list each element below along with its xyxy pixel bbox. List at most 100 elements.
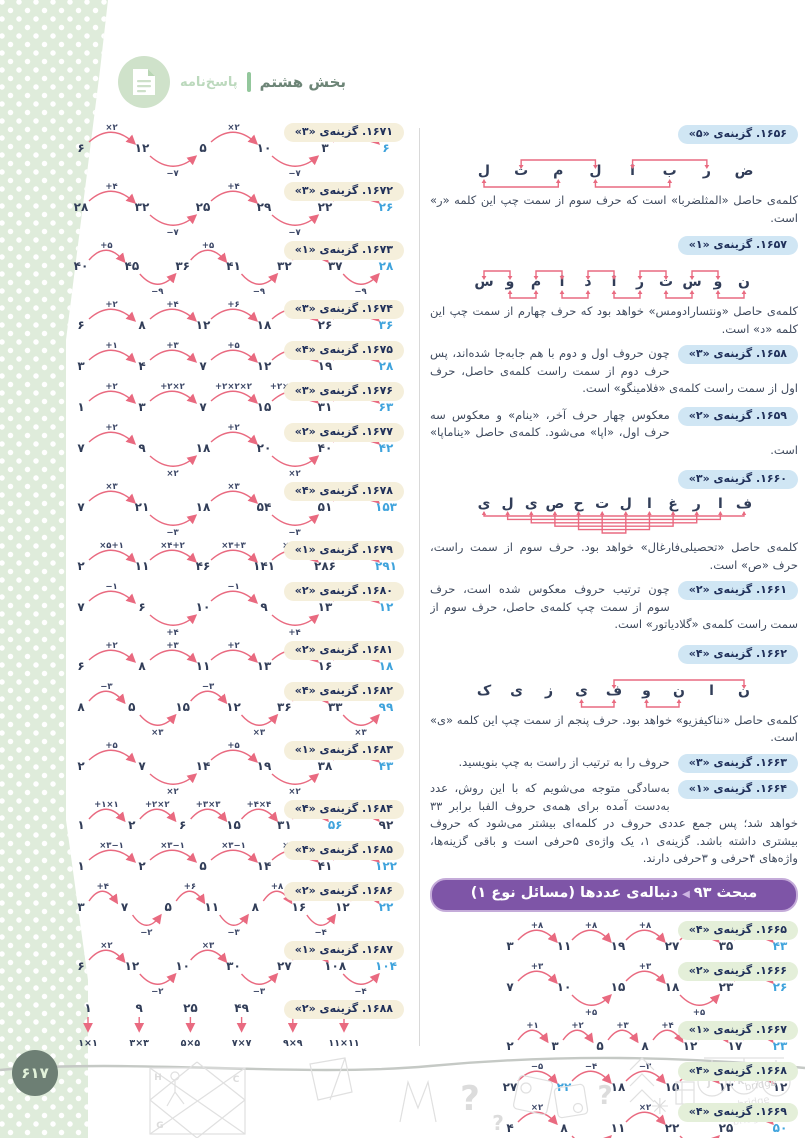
svg-text:+۳: +۳ xyxy=(616,1021,629,1031)
svg-text:۲۶: ۲۶ xyxy=(318,318,333,332)
svg-text:+۵: +۵ xyxy=(227,741,239,751)
svg-text:و: و xyxy=(713,274,723,290)
svg-text:×۲: ×۲ xyxy=(288,787,301,796)
svg-text:ر: ر xyxy=(635,274,644,290)
svg-text:+۳: +۳ xyxy=(166,641,179,651)
svg-text:۳: ۳ xyxy=(551,1039,559,1053)
svg-text:و: و xyxy=(641,683,651,699)
svg-text:۴: ۴ xyxy=(138,359,145,373)
svg-text:×۳: ×۳ xyxy=(354,728,367,737)
svg-text:×۴+۲: ×۴+۲ xyxy=(160,541,185,551)
svg-text:۱۱: ۱۱ xyxy=(611,1121,626,1135)
header-divider xyxy=(246,72,251,92)
svg-text:۱۶: ۱۶ xyxy=(292,900,307,914)
svg-text:ی: ی xyxy=(525,496,538,512)
answer-badge: ۱۶۷۶. گزینه‌ی «۳» xyxy=(283,382,404,401)
svg-text:۱۵: ۱۵ xyxy=(611,980,626,994)
svg-text:۳: ۳ xyxy=(77,359,85,373)
svg-text:۱۸: ۱۸ xyxy=(196,441,211,455)
svg-text:۹۲: ۹۲ xyxy=(379,818,394,832)
svg-text:۱۸: ۱۸ xyxy=(379,659,394,673)
answer-item: ۱۶۶۱. گزینه‌ی «۲» چون ترتیب حروف معکوس شد… xyxy=(430,580,798,640)
svg-text:۲۳: ۲۳ xyxy=(719,980,734,994)
svg-text:+۶: +۶ xyxy=(227,300,239,310)
svg-text:۶۳: ۶۳ xyxy=(379,400,394,414)
svg-text:۷×۷: ۷×۷ xyxy=(232,1038,252,1049)
answer-item: ۱۶۸۲. گزینه‌ی «۴»۸۵۱۵۱۲۳۶۳۳۹۹−۳×۳−۳×۳−۳×… xyxy=(56,681,404,737)
svg-text:+۸: +۸ xyxy=(271,882,284,892)
svg-text:ل: ل xyxy=(589,163,601,179)
svg-text:۵۴: ۵۴ xyxy=(257,500,272,514)
svg-text:۳۲: ۳۲ xyxy=(135,200,150,214)
svg-text:+۵: +۵ xyxy=(105,741,117,751)
svg-text:×۳: ×۳ xyxy=(151,728,164,737)
svg-text:×۲: ×۲ xyxy=(166,469,179,478)
svg-text:+۲: +۲ xyxy=(227,423,240,433)
svg-text:۲۱: ۲۱ xyxy=(135,500,150,514)
svg-text:م: م xyxy=(531,274,541,290)
svg-text:۱۲: ۱۲ xyxy=(773,1080,788,1094)
svg-text:۳×۳: ۳×۳ xyxy=(129,1038,149,1049)
svg-text:۱: ۱ xyxy=(84,1001,91,1015)
svg-text:−۹: −۹ xyxy=(253,287,266,296)
svg-text:۳: ۳ xyxy=(138,400,146,414)
svg-text:+۳: +۳ xyxy=(166,341,179,351)
svg-text:۲: ۲ xyxy=(77,759,85,773)
svg-text:۴۰: ۴۰ xyxy=(74,259,89,273)
svg-text:۶: ۶ xyxy=(77,659,84,673)
svg-text:۴۲: ۴۲ xyxy=(379,441,394,455)
svg-text:د: د xyxy=(584,274,591,290)
svg-text:۴۳: ۴۳ xyxy=(379,759,394,773)
answer-badge: ۱۶۶۴. گزینه‌ی «۱» xyxy=(677,780,798,799)
svg-text:۱۲: ۱۲ xyxy=(125,959,140,973)
answer-badge: ۱۶۵۶. گزینه‌ی «۵» xyxy=(677,125,798,144)
svg-text:−۲: −۲ xyxy=(140,928,153,937)
svg-text:۸: ۸ xyxy=(77,700,85,714)
svg-text:۵۶: ۵۶ xyxy=(328,818,343,832)
answer-text: ۱۶۶۴. گزینه‌ی «۱» به‌سادگی متوجه می‌شویم … xyxy=(430,780,798,865)
svg-text:۲۵: ۲۵ xyxy=(719,1121,734,1135)
svg-text:ت: ت xyxy=(659,274,673,290)
svg-text:−۴: −۴ xyxy=(585,1062,597,1072)
answer-text: کلمه‌ی حاصل «نناکیفزیو» خواهد بود. حرف پ… xyxy=(430,712,798,745)
svg-text:۱۵۳: ۱۵۳ xyxy=(375,500,398,514)
svg-text:ی: ی xyxy=(575,683,588,699)
svg-text:۸: ۸ xyxy=(560,1121,568,1135)
svg-text:۲۷: ۲۷ xyxy=(503,1080,518,1094)
svg-text:×۲: ×۲ xyxy=(531,1103,544,1113)
svg-text:ر: ر xyxy=(692,496,701,512)
svg-text:+۴: +۴ xyxy=(227,182,239,192)
svg-text:۲۳: ۲۳ xyxy=(773,1039,788,1053)
svg-text:+۲: +۲ xyxy=(571,1021,584,1031)
svg-text:۱۰: ۱۰ xyxy=(557,980,572,994)
svg-text:۲۲: ۲۲ xyxy=(318,200,333,214)
answer-badge: ۱۶۶۹. گزینه‌ی «۴» xyxy=(677,1102,798,1122)
svg-text:۲۷: ۲۷ xyxy=(277,959,292,973)
svg-text:−۳: −۳ xyxy=(202,682,215,692)
svg-text:۲۲: ۲۲ xyxy=(665,1121,680,1135)
svg-text:×۲: ×۲ xyxy=(639,1103,652,1113)
svg-text:۱۲: ۱۲ xyxy=(135,141,150,155)
answer-item: ۱۶۸۵. گزینه‌ی «۴»۱۲۵۱۴۴۱۱۲۲×۳−۱×۳−۱×۳−۱×… xyxy=(56,840,404,878)
svg-text:۹×۹: ۹×۹ xyxy=(283,1038,303,1049)
svg-text:×۲: ×۲ xyxy=(227,123,240,133)
answer-badge: ۱۶۷۹. گزینه‌ی «۱» xyxy=(283,541,404,560)
page-number: ۶۱۷ xyxy=(21,1064,49,1082)
svg-text:+۳: +۳ xyxy=(531,962,544,972)
svg-text:۲۸: ۲۸ xyxy=(379,259,394,273)
svg-text:۱۸: ۱۸ xyxy=(665,980,680,994)
svg-text:۴: ۴ xyxy=(506,1121,513,1135)
svg-text:+۵: +۵ xyxy=(227,341,239,351)
answer-badge: ۱۶۷۷. گزینه‌ی «۲» xyxy=(283,423,404,442)
svg-text:+۴: +۴ xyxy=(97,882,109,892)
answer-item: ۱۶۵۹. گزینه‌ی «۲» معکوس چهار حرف آخر، «ین… xyxy=(430,406,798,466)
svg-text:۱۵: ۱۵ xyxy=(257,400,272,414)
svg-text:۱۲: ۱۲ xyxy=(226,700,241,714)
svg-text:+۱×۱: +۱×۱ xyxy=(94,800,119,810)
answer-item: ۱۶۵۸. گزینه‌ی «۳» چون حروف اول و دوم با ه… xyxy=(430,344,798,404)
